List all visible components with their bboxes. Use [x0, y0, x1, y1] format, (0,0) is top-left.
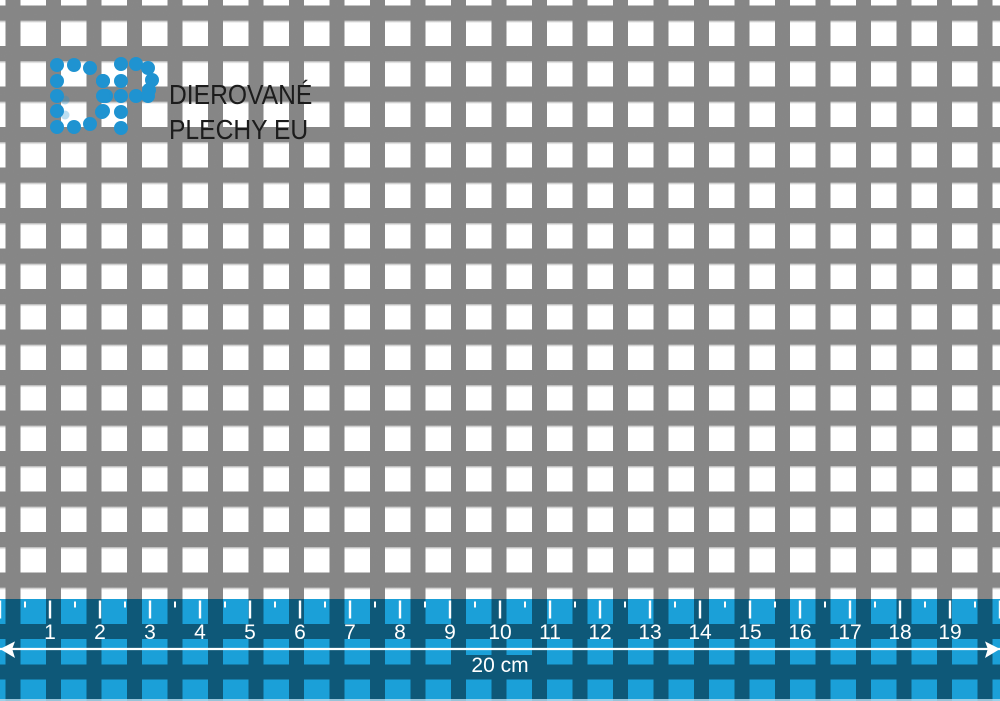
svg-text:2: 2 [94, 621, 106, 644]
svg-text:10: 10 [488, 621, 511, 644]
svg-text:13: 13 [638, 621, 661, 644]
svg-text:17: 17 [838, 621, 861, 644]
svg-text:5: 5 [244, 621, 256, 644]
svg-text:3: 3 [144, 621, 156, 644]
svg-text:19: 19 [938, 621, 961, 644]
svg-text:14: 14 [688, 621, 712, 644]
svg-text:15: 15 [738, 621, 761, 644]
svg-text:6: 6 [294, 621, 306, 644]
svg-text:7: 7 [344, 621, 356, 644]
svg-text:11: 11 [539, 621, 561, 644]
svg-text:20 cm: 20 cm [471, 654, 528, 677]
svg-text:16: 16 [788, 621, 811, 644]
svg-text:1: 1 [44, 621, 56, 644]
svg-text:4: 4 [194, 621, 206, 644]
svg-text:9: 9 [444, 621, 456, 644]
svg-text:8: 8 [394, 621, 406, 644]
svg-text:12: 12 [588, 621, 611, 644]
svg-text:18: 18 [888, 621, 911, 644]
